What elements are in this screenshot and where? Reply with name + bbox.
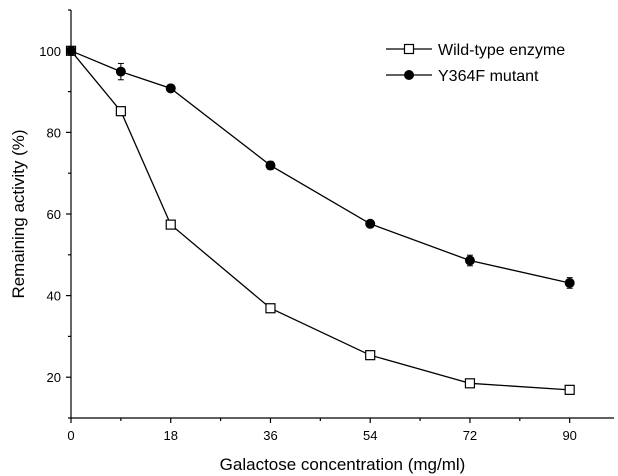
x-tick-label: 72: [463, 428, 477, 443]
legend-marker-filled-circle: [404, 70, 414, 80]
data-point-circle: [165, 83, 176, 94]
y-ticks: 20 40 60 80 100: [39, 9, 71, 419]
series-y364f: [66, 45, 575, 289]
legend: Wild-type enzyme Y364F mutant: [386, 42, 565, 85]
y-tick-label: 20: [47, 370, 61, 385]
series-wild-type: [65, 45, 575, 395]
x-tick-label: 90: [562, 428, 576, 443]
data-point-circle: [365, 218, 376, 229]
data-point-circle: [265, 160, 276, 171]
legend-item-y364f: Y364F mutant: [386, 68, 539, 85]
data-point-square: [464, 378, 476, 389]
y-tick-label: 60: [47, 207, 61, 222]
series-layer: [65, 45, 575, 395]
data-point-square: [365, 350, 376, 361]
data-point-circle: [564, 277, 575, 288]
data-point-circle: [66, 45, 76, 56]
x-tick-label: 36: [263, 428, 277, 443]
legend-label-y364f: Y364F mutant: [438, 68, 539, 85]
series-line: [70, 50, 570, 391]
x-tick-label: 18: [164, 428, 178, 443]
y-tick-label: 40: [47, 289, 61, 304]
y-axis-title: Remaining activity (%): [9, 129, 28, 298]
data-point-square: [265, 303, 276, 314]
x-tick-label: 0: [67, 428, 74, 443]
data-point-circle: [464, 255, 475, 266]
legend-label-wild-type: Wild-type enzyme: [438, 42, 565, 59]
y-tick-label: 100: [39, 44, 61, 59]
data-point-square: [165, 219, 176, 230]
data-point-circle: [115, 66, 126, 77]
data-point-square: [564, 384, 575, 395]
legend-item-wild-type: Wild-type enzyme: [386, 42, 565, 59]
x-ticks: 0 18 36 54 72 90: [67, 418, 577, 443]
x-axis-title: Galactose concentration (mg/ml): [220, 455, 466, 474]
x-tick-label: 54: [363, 428, 377, 443]
data-point-square: [115, 106, 126, 117]
y-tick-label: 80: [47, 125, 61, 140]
legend-marker-open-square: [403, 43, 415, 55]
